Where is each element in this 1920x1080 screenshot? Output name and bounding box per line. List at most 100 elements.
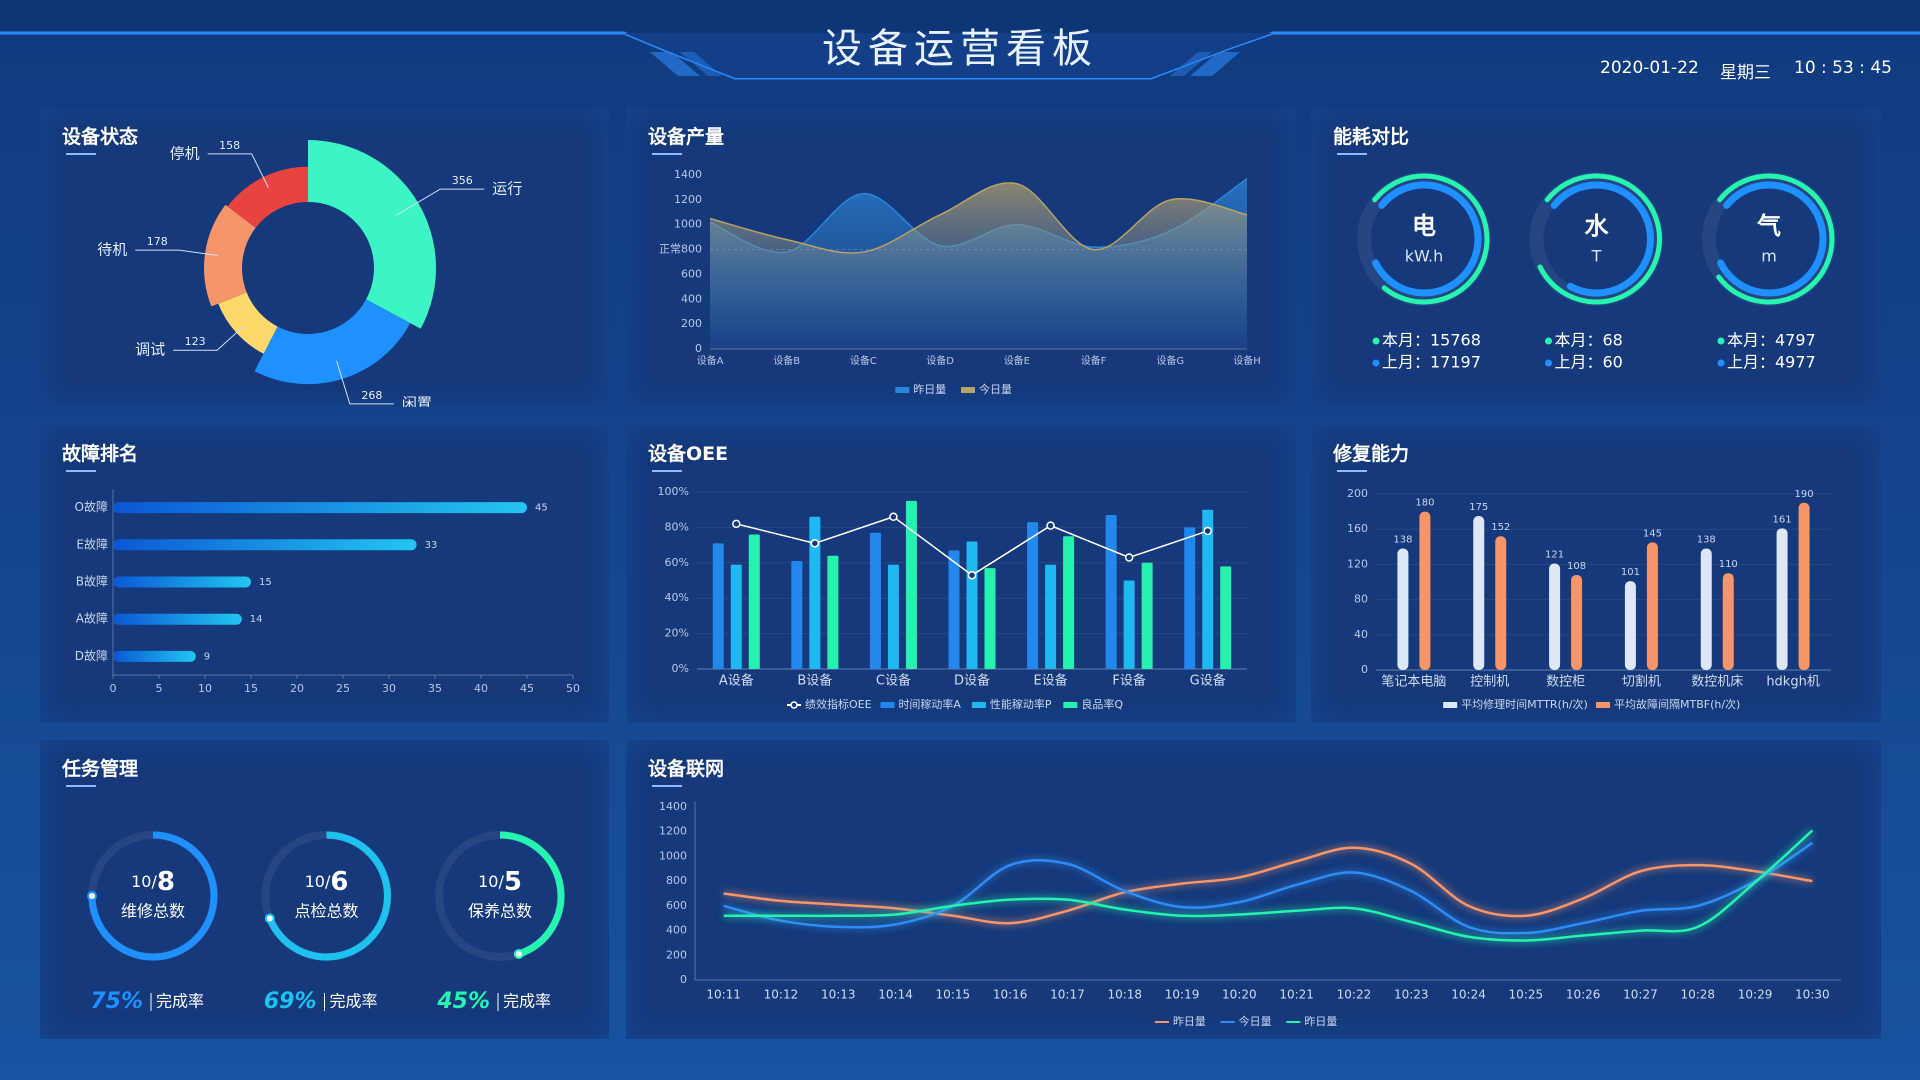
- stripe: [1170, 52, 1212, 76]
- page-title: 设备运营看板: [822, 26, 1098, 72]
- bar: [113, 613, 242, 625]
- leader-line: [173, 326, 244, 351]
- gauge-unit: kW.h: [1405, 247, 1443, 266]
- bar: [1624, 581, 1636, 670]
- metric-value: 68: [1603, 331, 1623, 350]
- bar: [113, 576, 251, 588]
- bar: [1045, 564, 1057, 669]
- y-tick-label: 1400: [674, 168, 702, 181]
- metric-label: 本月：: [1555, 331, 1603, 350]
- bar: [1722, 573, 1734, 670]
- line-marker: [732, 519, 741, 529]
- x-tick-label: 10:25: [1509, 988, 1544, 1002]
- y-tick-label: 160: [1347, 522, 1368, 535]
- x-tick-label: 设备F: [1081, 354, 1107, 367]
- y-tick-label: 800: [666, 874, 687, 887]
- stripe: [650, 52, 700, 76]
- x-tick-label: 10:18: [1107, 988, 1142, 1002]
- stripe: [680, 52, 722, 76]
- x-tick-label: 10:16: [993, 988, 1028, 1002]
- y-tick-label: D故障: [75, 648, 108, 663]
- gauge-arc: [1372, 181, 1482, 297]
- line: [723, 829, 1814, 942]
- metric-value: 4977: [1775, 353, 1816, 372]
- x-tick-label: F设备: [1112, 673, 1145, 689]
- legend-swatch: [880, 702, 895, 708]
- legend-label: 昨日量: [913, 383, 946, 396]
- x-tick-label: C设备: [876, 673, 911, 689]
- x-tick-label: 20: [290, 682, 304, 695]
- y-tick-label: O故障: [75, 499, 108, 514]
- pie-slice: [204, 204, 256, 307]
- chart: 0 40 80 120 160 200 笔记本电脑 控制机 数控柜 切割机 数控机床 hdkgh机 13…: [1347, 487, 1831, 711]
- legend-swatch: [1443, 702, 1458, 708]
- data-label: 15: [259, 577, 272, 588]
- x-tick-label: 切割机: [1622, 674, 1661, 690]
- y-tick-label: 200: [681, 317, 702, 330]
- rate-label: 完成率: [156, 992, 204, 1011]
- bar: [887, 564, 899, 669]
- x-tick-label: 5: [156, 682, 163, 695]
- bar: [1495, 536, 1507, 670]
- gauge-arc: [1537, 173, 1662, 305]
- x-tick-label: 0: [110, 682, 117, 695]
- bar: [712, 543, 724, 669]
- gauge-arc: [1550, 181, 1654, 297]
- bar: [827, 555, 839, 669]
- legend-label: 平均故障间隔MTBF(h/次): [1614, 697, 1740, 711]
- data-label: 152: [1491, 522, 1510, 533]
- gauge-track: [1702, 172, 1836, 306]
- legend-dot: [1545, 337, 1552, 345]
- bar: [1776, 528, 1788, 670]
- data-label: 356: [452, 174, 473, 187]
- gauge-track: [1529, 172, 1664, 306]
- bar: [113, 650, 196, 662]
- progress-count: 10/8: [131, 867, 175, 897]
- line: [723, 841, 1814, 935]
- data-label: 138: [1697, 535, 1716, 546]
- y-tick-label: A故障: [76, 611, 108, 626]
- category-label: 闲置: [402, 394, 432, 407]
- legend-swatch: [790, 701, 798, 709]
- x-tick-label: 10:19: [1165, 988, 1200, 1002]
- x-tick-label: 10:27: [1623, 988, 1658, 1002]
- y-tick-label: 80: [1354, 593, 1368, 606]
- legend-label: 今日量: [979, 382, 1012, 396]
- progress-arc: [88, 831, 218, 961]
- bar: [1220, 566, 1232, 669]
- done: 8: [157, 867, 175, 897]
- y-tick-label: 0: [695, 342, 702, 355]
- legend-label: 性能稼动率P: [990, 697, 1052, 711]
- total: 10: [478, 872, 498, 891]
- x-tick-label: 10:13: [821, 988, 856, 1002]
- y-tick-label: 120: [1347, 557, 1368, 570]
- metric-label: 本月：: [1727, 331, 1775, 350]
- bar: [1141, 562, 1153, 669]
- bar: [1473, 516, 1485, 670]
- panel: 0 200 400 600 800 1000 1200 1400 10:11 10:12 10:13…: [626, 740, 1881, 1039]
- progress-name: 点检总数: [294, 902, 358, 921]
- x-tick-label: B设备: [797, 673, 832, 689]
- legend-swatch: [971, 702, 986, 708]
- x-tick-label: 10:28: [1680, 988, 1715, 1002]
- legend-swatch: [1596, 702, 1610, 708]
- gauge-unit: m: [1761, 247, 1777, 266]
- panel: 0 200 400 600 正常800 1000 1200 1400 设备A 设备B 设备C 设备D 设…: [626, 108, 1296, 407]
- bar: [1549, 563, 1561, 670]
- x-tick-label: 10:12: [764, 988, 799, 1002]
- data-label: 145: [1643, 528, 1662, 539]
- legend-label: 平均修理时间MTTR(h/次): [1461, 697, 1588, 711]
- gauge-arc: [1372, 173, 1490, 305]
- line-marker: [967, 570, 977, 580]
- header-decoration: [0, 0, 1920, 80]
- x-tick-label: 10:17: [1050, 988, 1085, 1002]
- weekday: 星期三: [1720, 63, 1771, 83]
- chart: 0 200 400 600 正常800 1000 1200 1400 设备A 设备B 设备C 设备D 设…: [659, 168, 1261, 396]
- metric-value: 4797: [1775, 331, 1816, 350]
- y-tick-label: 1000: [659, 849, 687, 862]
- y-tick-label: 400: [681, 292, 702, 305]
- x-tick-label: 10:30: [1795, 988, 1830, 1002]
